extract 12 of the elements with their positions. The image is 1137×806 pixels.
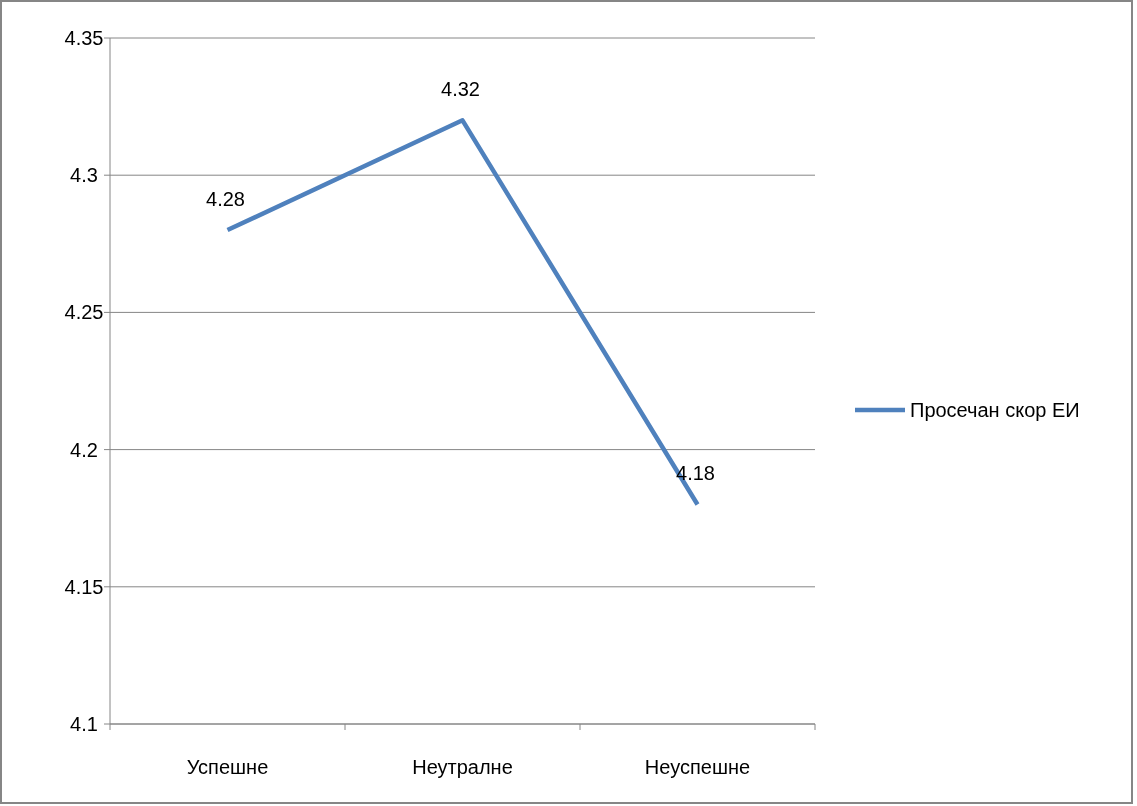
data-label: 4.28	[206, 188, 245, 211]
x-tick-label: Неуспешне	[644, 756, 751, 778]
x-tick-label: Неутралне	[412, 756, 513, 778]
x-tick-label: Успешне	[186, 756, 269, 778]
y-tick-label: 4.3	[70, 164, 98, 187]
data-label: 4.32	[441, 78, 480, 101]
y-tick-label: 4.25	[64, 301, 104, 324]
legend-label: Просечан скор ЕИ	[910, 399, 1080, 421]
y-tick-label: 4.15	[64, 575, 104, 598]
y-tick-label: 4.1	[70, 713, 98, 735]
y-tick-label: 4.35	[64, 27, 104, 49]
y-tick-label: 4.2	[70, 438, 98, 461]
